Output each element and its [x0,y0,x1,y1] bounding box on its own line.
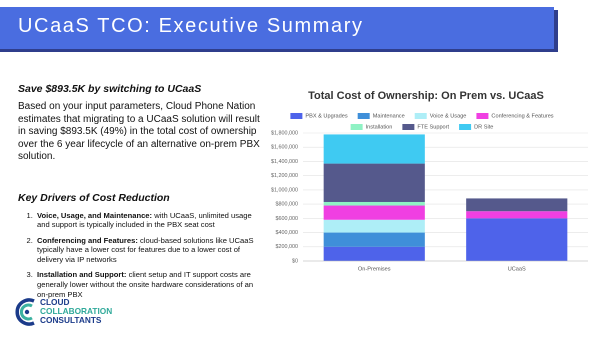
bar-segment [323,232,425,247]
legend-swatch [402,124,415,130]
bar-segment [466,198,568,212]
legend-label: Installation [366,124,393,130]
y-tick-label: $1,800,000 [271,130,298,136]
driver-text: with UCaaS, unlimited usage and support … [37,210,252,230]
y-tick-label: $600,000 [276,216,298,222]
logo-line: CLOUD [40,297,70,307]
legend-item: PBX & Upgrades [290,113,348,119]
y-tick-label: $200,000 [276,244,298,250]
drivers-title: Key Drivers of Cost Reduction [18,191,170,204]
logo-arc [15,298,35,326]
driver-item: Voice, Usage, and Maintenance: with UCaa… [35,211,266,230]
bar-segment [466,211,568,219]
y-tick-label: $1,200,000 [271,173,298,179]
bar-segment [323,134,425,164]
logo: CLOUD COLLABORATION CONSULTANTS [14,295,174,331]
legend-swatch [476,113,489,119]
chart-title: Total Cost of Ownership: On Prem vs. UCa… [308,90,544,102]
driver-item: Conferencing and Features: cloud-based s… [35,236,266,265]
header-band [0,7,554,49]
bar-segment [323,201,425,206]
drivers-list: Voice, Usage, and Maintenance: with UCaa… [18,211,266,300]
bar-segment [323,163,425,202]
y-tick-label: $1,600,000 [271,145,298,151]
legend-swatch [350,124,363,130]
y-tick-label: $0 [292,258,298,264]
legend-swatch [290,113,303,119]
bar-segment [323,205,425,220]
text-column: Save $893.5K by switching to UCaaS Based… [18,83,266,305]
legend-label: Voice & Usage [430,113,467,119]
legend-label: FTE Support [417,124,449,130]
slide-title: UCaaS TCO: Executive Summary [18,15,364,37]
y-tick-label: $800,000 [276,202,298,208]
legend-label: Conferencing & Features [491,113,553,119]
bar-segment [323,219,425,233]
legend-label: PBX & Upgrades [305,113,347,119]
legend-item: Conferencing & Features [476,113,554,119]
summary-body: Based on your input parameters, Cloud Ph… [18,101,260,162]
driver-text: client setup and IT support costs are ge… [37,270,254,299]
y-tick-label: $400,000 [276,230,298,236]
legend-item: Installation [350,124,393,130]
legend-swatch [459,124,472,130]
bar-segment [323,246,425,261]
driver-label: Installation and Support: [37,270,127,280]
y-tick-label: $1,400,000 [271,159,298,165]
legend-item: Voice & Usage [414,113,467,119]
bar-segment [466,218,568,261]
legend-swatch [357,113,370,119]
logo-line: COLLABORATION [40,306,113,316]
legend-swatch [414,113,427,119]
legend-item: Maintenance [357,113,405,119]
logo-arc [19,303,33,321]
driver-label: Voice, Usage, and Maintenance: [37,210,153,220]
driver-label: Conferencing and Features: [37,235,138,245]
legend-label: Maintenance [373,113,405,119]
logo-icon [15,298,35,326]
chart: Total Cost of Ownership: On Prem vs. UCa… [271,90,588,272]
x-tick-label: On-Premises [358,266,391,272]
legend-label: DR Site [474,124,493,130]
legend-item: FTE Support [402,124,450,130]
logo-line: CONSULTANTS [40,315,102,325]
y-tick-label: $1,000,000 [271,187,298,193]
driver-text: cloud-based solutions like UCaaS typical… [37,235,254,264]
x-tick-label: UCaaS [508,266,526,272]
driver-item: Installation and Support: client setup a… [35,270,266,299]
legend-item: DR Site [459,124,493,130]
logo-dot [24,309,30,315]
headline: Save $893.5K by switching to UCaaS [18,83,202,95]
